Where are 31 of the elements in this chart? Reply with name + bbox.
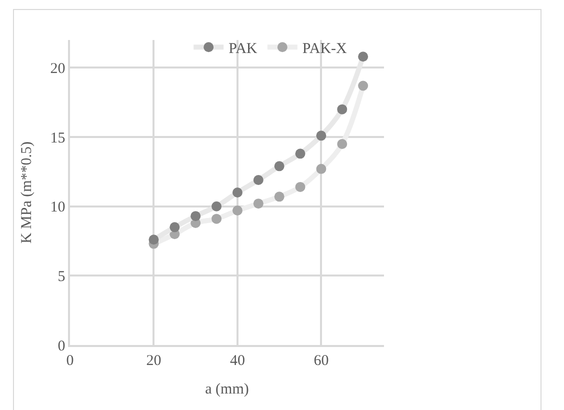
point [295,182,306,192]
y-tick-label: 15 [50,130,66,146]
point [316,164,326,174]
point [232,188,242,198]
y-tick-label: 10 [50,200,66,216]
point [148,234,159,245]
x-tick-label: 20 [146,352,162,369]
point [253,198,264,209]
x-tick-label: 40 [230,352,245,369]
y-tick-label: 20 [50,60,66,77]
point [274,192,284,202]
x-axis-title: a (mm) [205,381,249,398]
point [170,222,180,232]
legend-label: PAK [228,40,258,57]
point [337,138,348,149]
point [274,161,284,172]
point [212,201,222,212]
point [358,80,368,91]
point [212,214,222,224]
point [190,211,201,222]
y-axis-title: K MPa (m**0.5) [19,141,35,244]
legend-label: PAK-X [302,40,348,57]
point [316,130,326,141]
y-tick-label: 5 [58,268,66,285]
point [358,52,368,62]
point [295,148,306,159]
y-tick-label: 0 [58,338,66,354]
point [337,104,348,114]
x-tick-label: 60 [314,352,329,369]
point [253,175,264,186]
point [232,206,242,216]
